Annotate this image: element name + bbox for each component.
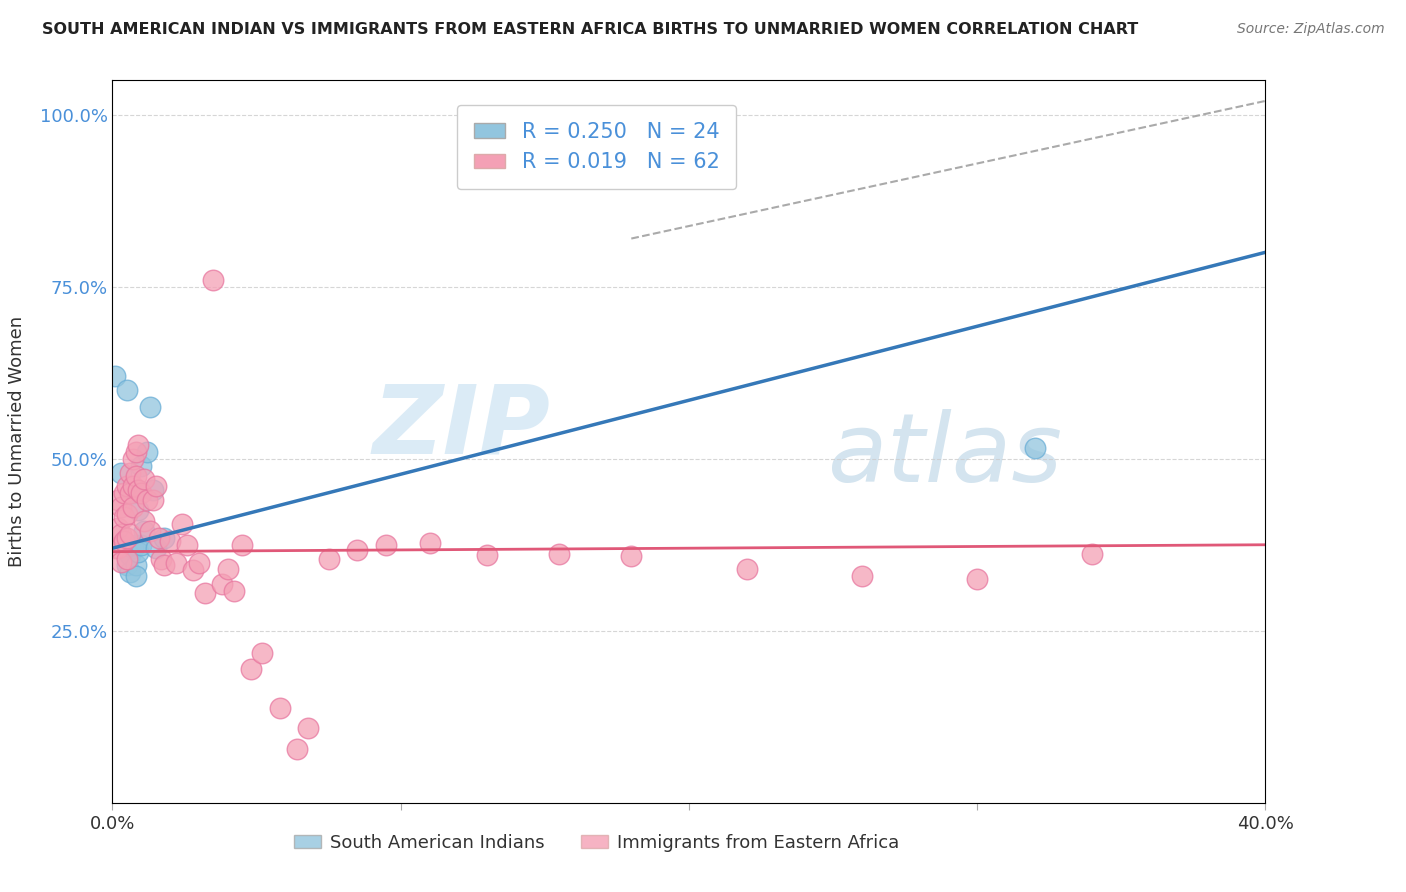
Legend: South American Indians, Immigrants from Eastern Africa: South American Indians, Immigrants from …: [287, 826, 907, 859]
Point: [124, 568, 146, 582]
Point: [176, 538, 198, 552]
Point: [269, 701, 291, 715]
Point: [419, 535, 441, 549]
Point: [217, 562, 239, 576]
Point: [110, 555, 132, 569]
Point: [165, 557, 187, 571]
Point: [159, 534, 181, 549]
Point: [107, 541, 129, 556]
Point: [121, 451, 143, 466]
Point: [188, 557, 211, 571]
Point: [110, 527, 132, 541]
Text: atlas: atlas: [827, 409, 1063, 502]
Point: [285, 742, 308, 756]
Point: [139, 400, 162, 414]
Point: [124, 558, 146, 573]
Point: [181, 563, 204, 577]
Point: [735, 562, 758, 576]
Point: [252, 646, 274, 660]
Point: [121, 486, 143, 500]
Point: [134, 472, 156, 486]
Point: [145, 541, 167, 556]
Point: [127, 544, 149, 558]
Point: [104, 369, 127, 384]
Point: [1024, 442, 1046, 456]
Point: [110, 538, 132, 552]
Text: ZIP: ZIP: [373, 381, 551, 474]
Text: Source: ZipAtlas.com: Source: ZipAtlas.com: [1237, 22, 1385, 37]
Point: [851, 568, 873, 582]
Point: [142, 493, 165, 508]
Point: [142, 483, 165, 497]
Point: [107, 520, 129, 534]
Point: [134, 524, 156, 538]
Point: [153, 531, 176, 545]
Point: [104, 541, 127, 556]
Point: [124, 469, 146, 483]
Point: [318, 551, 340, 566]
Point: [211, 577, 233, 591]
Point: [112, 486, 135, 500]
Point: [112, 510, 135, 524]
Point: [129, 458, 153, 473]
Point: [107, 493, 129, 508]
Point: [620, 549, 643, 564]
Point: [129, 486, 153, 500]
Point: [170, 517, 193, 532]
Point: [118, 527, 141, 541]
Point: [115, 531, 138, 545]
Point: [124, 445, 146, 459]
Point: [127, 503, 149, 517]
Point: [239, 662, 262, 676]
Point: [121, 479, 143, 493]
Point: [124, 538, 146, 552]
Point: [148, 531, 170, 545]
Point: [375, 538, 398, 552]
Point: [548, 547, 571, 561]
Point: [150, 551, 173, 566]
Text: SOUTH AMERICAN INDIAN VS IMMIGRANTS FROM EASTERN AFRICA BIRTHS TO UNMARRIED WOME: SOUTH AMERICAN INDIAN VS IMMIGRANTS FROM…: [42, 22, 1139, 37]
Point: [127, 438, 149, 452]
Point: [115, 383, 138, 397]
Point: [1081, 547, 1104, 561]
Point: [136, 493, 159, 508]
Point: [202, 273, 225, 287]
Point: [115, 551, 138, 566]
Point: [115, 507, 138, 521]
Point: [145, 479, 167, 493]
Point: [118, 566, 141, 580]
Point: [118, 548, 141, 562]
Point: [139, 524, 162, 538]
Point: [115, 558, 138, 573]
Point: [966, 572, 988, 586]
Point: [121, 500, 143, 514]
Point: [346, 542, 368, 557]
Point: [121, 541, 143, 556]
Point: [118, 466, 141, 480]
Point: [231, 538, 253, 552]
Point: [297, 722, 319, 736]
Point: [153, 558, 176, 573]
Point: [110, 466, 132, 480]
Point: [115, 479, 138, 493]
Y-axis label: Births to Unmarried Women: Births to Unmarried Women: [7, 316, 25, 567]
Point: [118, 486, 141, 500]
Point: [134, 514, 156, 528]
Point: [136, 445, 159, 459]
Point: [129, 538, 153, 552]
Point: [194, 586, 217, 600]
Point: [110, 500, 132, 514]
Point: [112, 534, 135, 549]
Point: [115, 544, 138, 558]
Point: [475, 548, 499, 562]
Point: [127, 483, 149, 497]
Point: [222, 583, 245, 598]
